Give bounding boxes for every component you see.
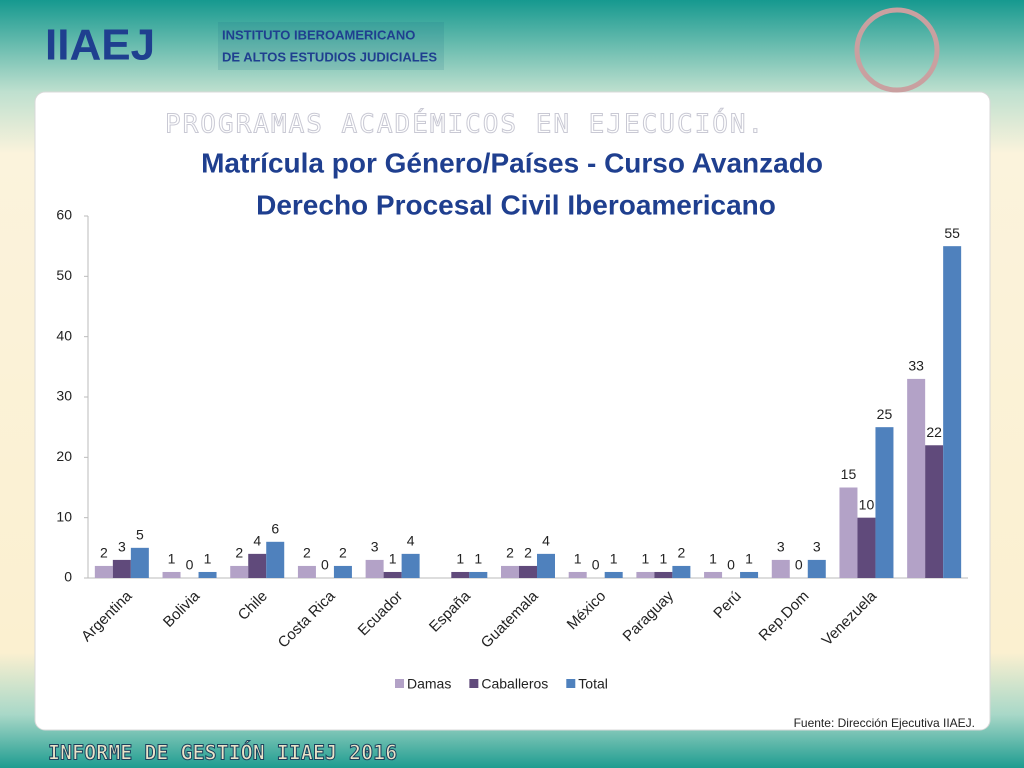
- value-label: 6: [271, 521, 279, 537]
- value-label: 2: [339, 545, 347, 561]
- value-label: 33: [908, 358, 924, 374]
- y-tick-label: 40: [56, 327, 72, 343]
- value-label: 0: [321, 557, 329, 573]
- bar: [383, 571, 402, 578]
- value-label: 3: [371, 539, 379, 555]
- bar: [248, 553, 267, 578]
- bar: [672, 565, 691, 578]
- value-label: 1: [168, 551, 176, 567]
- chart-title: Derecho Procesal Civil Iberoamericano: [256, 189, 776, 220]
- value-label: 0: [592, 557, 600, 573]
- value-label: 1: [745, 551, 753, 567]
- bar: [297, 565, 316, 578]
- bar: [198, 571, 217, 578]
- value-label: 3: [813, 539, 821, 555]
- value-label: 2: [303, 545, 311, 561]
- header-line1: INSTITUTO IBEROAMERICANO: [222, 27, 415, 42]
- value-label: 3: [777, 539, 785, 555]
- bar: [925, 445, 944, 578]
- bar: [943, 246, 962, 578]
- value-label: 3: [118, 539, 126, 555]
- bar: [333, 565, 352, 578]
- bar: [112, 559, 131, 578]
- value-label: 1: [574, 551, 582, 567]
- slide-heading: PROGRAMAS ACADÉMICOS EN EJECUCIÓN.: [165, 108, 765, 140]
- y-tick-label: 0: [64, 569, 72, 585]
- value-label: 2: [506, 545, 514, 561]
- value-label: 5: [136, 527, 144, 543]
- y-tick-label: 10: [56, 508, 72, 524]
- bar: [875, 427, 894, 578]
- bar: [501, 565, 519, 578]
- value-label: 22: [926, 424, 942, 440]
- source-note: Fuente: Dirección Ejecutiva IIAEJ.: [794, 716, 975, 730]
- header-line2: DE ALTOS ESTUDIOS JUDICIALES: [222, 49, 437, 64]
- legend-swatch: [469, 679, 479, 688]
- value-label: 1: [204, 551, 212, 567]
- bar: [365, 559, 384, 578]
- value-label: 2: [235, 545, 243, 561]
- bar: [740, 571, 759, 578]
- bar: [266, 541, 285, 578]
- bar: [537, 553, 555, 578]
- value-label: 10: [859, 496, 875, 512]
- value-label: 4: [253, 533, 261, 549]
- bar: [636, 571, 655, 578]
- chart-title: Matrícula por Género/Países - Curso Avan…: [201, 147, 823, 178]
- value-label: 1: [659, 551, 667, 567]
- y-tick-label: 60: [56, 207, 72, 223]
- value-label: 55: [944, 225, 960, 241]
- value-label: 1: [641, 551, 649, 567]
- bar: [807, 559, 826, 578]
- bar: [162, 571, 181, 578]
- bar: [469, 571, 488, 578]
- legend-label: Caballeros: [481, 676, 548, 692]
- legend-label: Total: [578, 676, 608, 692]
- bar: [857, 517, 876, 578]
- value-label: 1: [474, 551, 482, 567]
- y-tick-label: 20: [56, 448, 72, 464]
- value-label: 0: [727, 557, 735, 573]
- bar: [907, 378, 926, 578]
- bar: [654, 571, 673, 578]
- bar: [130, 547, 149, 578]
- bar: [401, 553, 420, 578]
- value-label: 2: [100, 545, 108, 561]
- y-tick-label: 30: [56, 388, 72, 404]
- footer: INFORME DE GESTIÓN IIAEJ 2016: [48, 741, 397, 765]
- value-label: 4: [407, 533, 415, 549]
- logo: IIAEJ: [45, 21, 155, 70]
- legend-swatch: [566, 679, 576, 688]
- bar: [568, 571, 587, 578]
- value-label: 0: [795, 557, 803, 573]
- content-panel: [34, 91, 991, 731]
- value-label: 2: [677, 545, 685, 561]
- logo-band: [218, 22, 444, 70]
- globe-icon: [854, 7, 940, 93]
- value-label: 2: [524, 545, 532, 561]
- value-label: 1: [709, 551, 717, 567]
- value-label: 15: [841, 466, 857, 482]
- bar: [519, 565, 537, 578]
- bar: [451, 571, 470, 578]
- legend-label: Damas: [407, 676, 451, 692]
- value-label: 0: [186, 557, 194, 573]
- value-label: 1: [610, 551, 618, 567]
- value-label: 25: [877, 406, 893, 422]
- bar: [604, 571, 623, 578]
- legend-swatch: [395, 679, 404, 688]
- bar: [230, 565, 249, 578]
- bar: [771, 559, 790, 578]
- value-label: 1: [456, 551, 464, 567]
- value-label: 1: [389, 551, 397, 567]
- y-tick-label: 50: [56, 267, 72, 283]
- bar: [94, 565, 113, 578]
- bar: [839, 487, 858, 578]
- value-label: 4: [542, 533, 550, 549]
- bar: [704, 571, 723, 578]
